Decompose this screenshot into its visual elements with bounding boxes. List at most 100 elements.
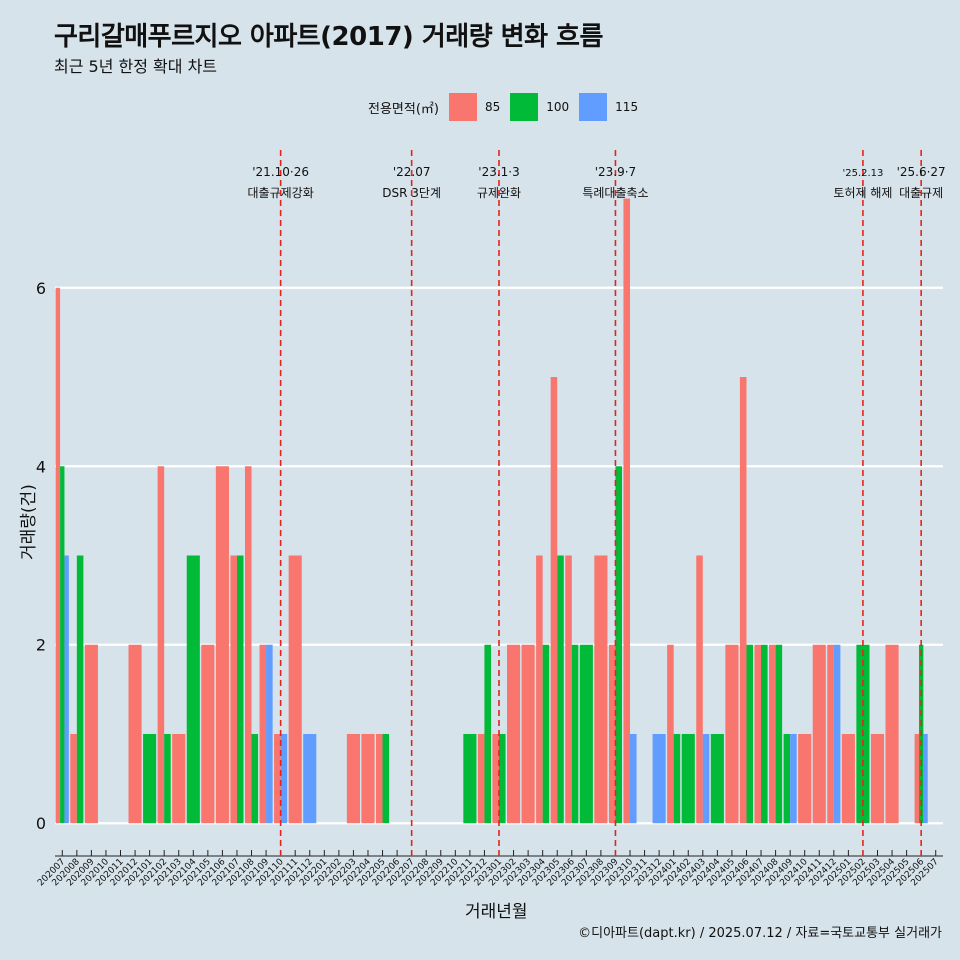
bar-202401-85 [667,644,674,824]
bar-202408-100 [775,644,783,824]
bar-202110-85 [274,733,281,824]
bar-202102-85 [157,466,165,824]
event-date-202502: '25.2.13 [842,168,883,179]
bar-202012-85 [128,644,142,824]
chart-subtitle: 최근 5년 한정 확대 차트 [54,57,218,76]
bar-202301-100 [499,733,506,824]
bar-202102-100 [164,733,171,824]
bar-202203-85 [346,733,360,824]
bar-202008-85 [70,733,77,824]
bar-202204-85 [361,733,375,824]
bar-202305-85 [550,377,558,824]
bar-202301-85 [492,733,499,824]
bar-202309-85 [608,644,616,824]
y-tick-label-4: 4 [36,457,46,476]
bar-202205-85 [375,733,383,824]
bar-202310-115 [630,733,637,824]
x-axis-label: 거래년월 [465,902,528,922]
legend-item-85: 85 [448,93,501,121]
bar-202405-85 [725,644,739,824]
event-label-202506: 대출규제 [899,186,943,200]
bar-202306-100 [571,644,579,824]
event-date-202110: '21.10·26 [252,165,309,179]
bar-202409-115 [790,733,797,824]
bar-202111-85 [288,555,302,824]
event-label-202207: DSR 3단계 [382,186,441,200]
bar-202305-100 [557,555,564,824]
chart-title: 구리갈매푸르지오 아파트(2017) 거래량 변화 흐름 [54,22,603,52]
event-date-202309: '23.9·7 [595,165,636,179]
bar-202506-115 [923,733,928,824]
bar-202306-85 [565,555,572,824]
bar-202407-85 [754,644,762,824]
bar-202304-100 [542,644,550,824]
bar-202504-85 [885,644,899,824]
bar-202205-100 [382,733,390,824]
bar-202312-115 [652,733,666,824]
bar-202401-100 [673,733,681,824]
bar-202107-85 [230,555,237,824]
event-label-202309: 특례대출축소 [582,186,648,200]
bar-202408-85 [769,644,776,824]
legend-label-85: 85 [484,100,501,114]
bar-202407-100 [761,644,768,824]
bar-202411-85 [812,644,826,824]
legend-item-100: 100 [510,93,569,121]
bar-202211-100 [463,733,477,824]
bar-202109-115 [266,644,273,824]
y-tick-label-2: 2 [36,636,46,655]
bar-202412-85 [827,644,834,824]
bar-202007-100 [60,466,65,824]
bar-202007-115 [64,555,69,824]
bar-202506-85 [914,733,919,824]
y-tick-label-0: 0 [36,814,46,833]
bar-202009-85 [84,644,98,824]
bar-202406-85 [739,377,747,824]
legend-item-115: 115 [579,93,638,121]
bar-202302-85 [507,644,521,824]
bar-202303-85 [521,644,535,824]
bar-202403-85 [696,555,703,824]
source-caption: ©디아파트(dapt.kr) / 2025.07.12 / 자료=국토교통부 실… [578,926,942,941]
bar-202109-85 [259,644,267,824]
bar-202404-100 [710,733,724,824]
event-label-202301: 규제완화 [477,186,521,200]
bar-202307-100 [579,644,593,824]
y-axis-label: 거래량(건) [19,484,39,560]
bar-202402-100 [681,733,695,824]
legend-swatch-85 [448,93,477,121]
bar-202101-100 [143,733,157,824]
bar-202410-85 [798,733,812,824]
bar-202007-85 [55,287,61,824]
bar-202008-100 [76,555,84,824]
bar-202105-85 [201,644,215,824]
legend-label-100: 100 [546,100,570,114]
bar-202412-115 [833,644,841,824]
bar-202309-100 [615,466,623,824]
legend-swatch-100 [510,93,539,121]
bar-202409-100 [783,733,791,824]
bar-202503-85 [870,733,885,824]
bar-202112-115 [303,733,317,824]
bar-202406-100 [746,644,754,824]
event-date-202301: '23.1·3 [478,165,519,179]
bar-202304-85 [536,555,543,824]
legend-swatch-115 [579,93,608,121]
bar-202108-100 [251,733,259,824]
y-tick-label-6: 6 [36,279,46,298]
legend: 전용면적(㎡) 85 100 115 [368,92,648,122]
bar-202110-115 [280,733,288,824]
event-date-202506: '25.6·27 [897,165,946,179]
bar-202212-85 [477,733,485,824]
bar-202310-85 [623,198,631,824]
event-date-202207: '22.07 [393,165,431,179]
bar-202104-100 [186,555,200,824]
bar-202212-100 [484,644,491,824]
event-label-202110: 대출규제강화 [248,186,314,200]
bar-202106-85 [215,466,229,824]
legend-title: 전용면적(㎡) [368,101,439,117]
bar-202103-85 [172,733,186,824]
bar-202308-85 [594,555,608,824]
bar-202501-85 [841,733,855,824]
